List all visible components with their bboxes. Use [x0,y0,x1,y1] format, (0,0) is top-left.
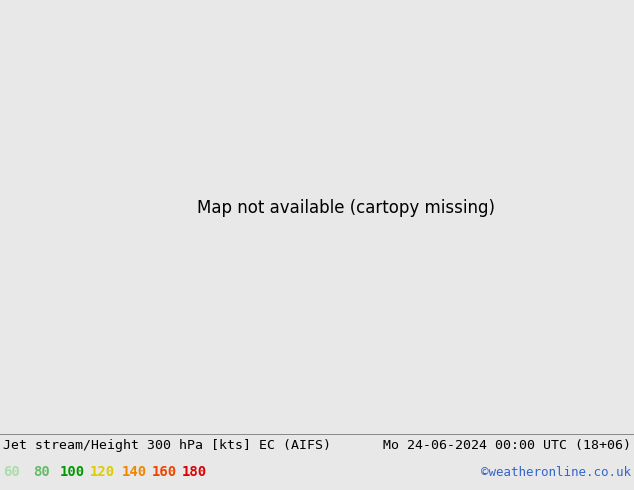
Text: 160: 160 [152,465,177,479]
Text: Jet stream/Height 300 hPa [kts] EC (AIFS): Jet stream/Height 300 hPa [kts] EC (AIFS… [3,439,331,452]
Text: Mo 24-06-2024 00:00 UTC (18+06): Mo 24-06-2024 00:00 UTC (18+06) [383,439,631,452]
Text: 140: 140 [122,465,147,479]
Text: 120: 120 [90,465,115,479]
Text: Map not available (cartopy missing): Map not available (cartopy missing) [197,199,495,217]
Text: 100: 100 [60,465,85,479]
Text: 180: 180 [182,465,207,479]
Text: 60: 60 [3,465,20,479]
Text: 80: 80 [33,465,49,479]
Text: ©weatheronline.co.uk: ©weatheronline.co.uk [481,466,631,479]
